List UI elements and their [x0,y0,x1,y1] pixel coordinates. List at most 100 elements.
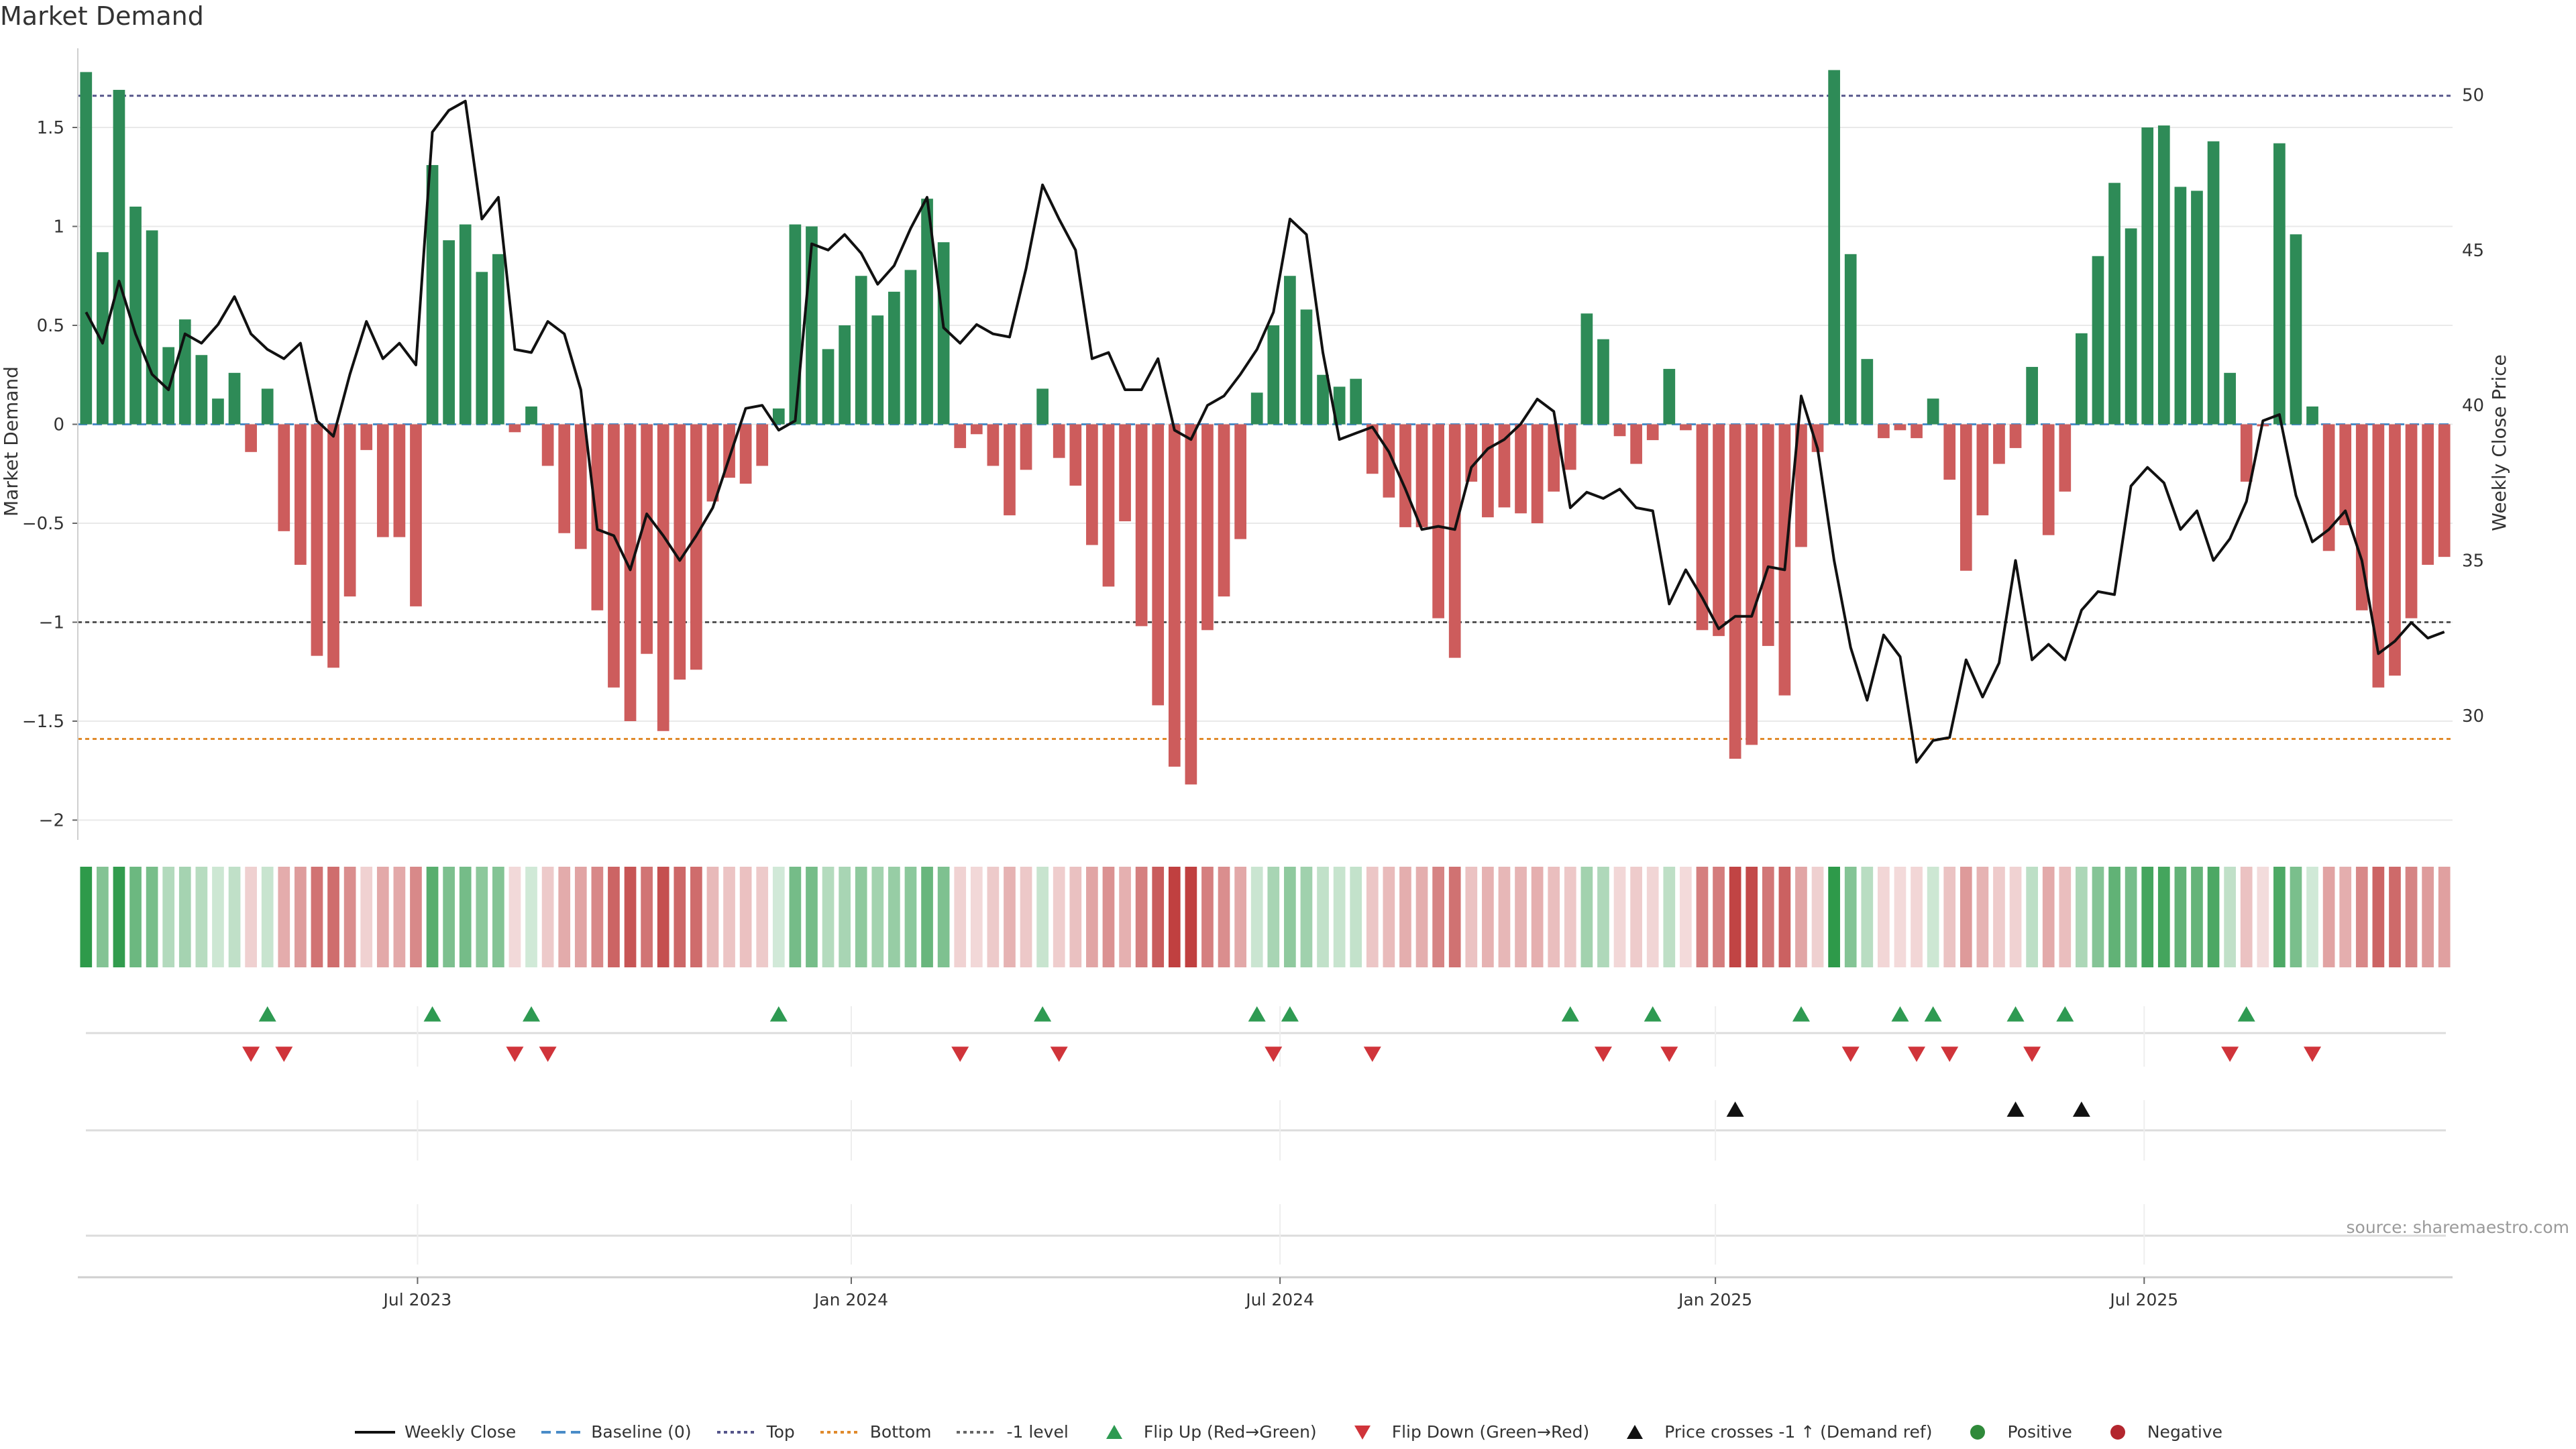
strip-cell [1152,867,1165,967]
strip-cell [608,867,620,967]
strip-cell [443,867,455,967]
strip-cell [360,867,373,967]
demand-bar [1069,424,1082,486]
strip-cell [806,867,818,967]
flip-down-marker [1908,1046,1926,1062]
strip-cell [1135,867,1148,967]
strip-cell [1366,867,1379,967]
flip-up-marker [1281,1006,1299,1022]
x-tick-label: Jul 2025 [2108,1290,2178,1309]
chart-title: Market Demand [0,1,204,31]
strip-cell [888,867,900,967]
demand-bar [1746,424,1758,745]
demand-bar [1993,424,2005,464]
demand-bar [657,424,669,731]
strip-cell [228,867,241,967]
legend-swatch-triangle-up [1106,1424,1122,1439]
flip-down-marker [242,1046,260,1062]
demand-bar [706,424,719,502]
demand-bar [1580,313,1593,425]
strip-cell [1333,867,1346,967]
demand-bar [608,424,620,688]
flip-down-marker [1050,1046,1068,1062]
strip-cell [113,867,125,967]
demand-bar [2339,424,2352,525]
legend-label: Flip Up (Red→Green) [1143,1422,1317,1442]
strip-cell [2240,867,2253,967]
demand-bar [311,424,323,656]
y-tick-label-right: 50 [2462,85,2484,105]
demand-bar [937,242,950,425]
strip-cell [1811,867,1824,967]
strip-cell [2273,867,2286,967]
strip-cell [2191,867,2203,967]
strip-cell [1729,867,1741,967]
flip-down-marker [1660,1046,1678,1062]
strip-cell [1383,867,1395,967]
demand-bar [2355,424,2368,610]
demand-bar [2322,424,2335,551]
strip-cell [591,867,604,967]
flip-down-marker [539,1046,557,1062]
legend-item: Flip Down (Green→Red) [1341,1422,1589,1442]
demand-bar [1482,424,1494,518]
strip-cell [129,867,142,967]
legend-swatch-triangle-down [1354,1425,1371,1440]
demand-bar [1927,398,1939,425]
strip-cell [2224,867,2236,967]
demand-bar [1878,424,1890,439]
demand-bar [888,291,900,425]
legend-swatch-dotted-line [957,1430,998,1434]
legend-label: Bottom [869,1422,932,1442]
demand-bar [327,424,339,668]
demand-bar [1086,424,1098,545]
demand-bar [2042,424,2055,535]
strip-cell [1680,867,1692,967]
legend-item: Positive [1956,1422,2072,1442]
demand-bar [1713,424,1725,637]
strip-cell [1878,867,1890,967]
y-tick-label-right: 45 [2462,241,2484,261]
demand-bar [954,424,967,448]
strip-cell [2405,867,2418,967]
demand-bar [1036,388,1049,425]
flip-down-marker [1363,1046,1381,1062]
strip-cell [1646,867,1659,967]
demand-bar [1415,424,1428,527]
axes: 1.5 1 0.5 0 −0.5 −1 −1.5 −2 50 45 40 35 30 [22,48,2484,840]
legend-label: Weekly Close [404,1422,517,1442]
strip-cell [1548,867,1560,967]
strip-cell [294,867,307,967]
strip-cell [2174,867,2187,967]
flip-up-marker [258,1006,276,1022]
strip-cell [1630,867,1642,967]
demand-bar [476,272,488,425]
strip-cell [2092,867,2104,967]
demand-bar [443,240,455,425]
strip-cell [327,867,339,967]
demand-bar [1828,70,1840,425]
strip-cell [1943,867,1956,967]
strip-cell [1102,867,1115,967]
legend-item: Top [716,1422,795,1442]
demand-bar [970,424,983,435]
strip-cell [1498,867,1511,967]
strip-cell [739,867,752,967]
source-note: source: sharemaestro.com [2346,1218,2570,1237]
strip-cell [1663,867,1676,967]
flip-up-marker [769,1006,788,1022]
demand-bar [343,424,356,597]
strip-cell [674,867,686,967]
strip-cell [1119,867,1131,967]
flip-down-marker [2023,1046,2041,1062]
strip-cell [278,867,290,967]
demand-bar [1185,424,1197,785]
strip-cell [2355,867,2368,967]
demand-bar [1943,424,1956,480]
flip-down-marker [275,1046,293,1062]
demand-bar [228,372,241,425]
legend-item: Price crosses -1 ↑ (Demand ref) [1613,1422,1932,1442]
y-tick-label-left: −1.5 [22,712,64,732]
demand-bar [1168,424,1181,767]
demand-bar [1911,424,1923,439]
